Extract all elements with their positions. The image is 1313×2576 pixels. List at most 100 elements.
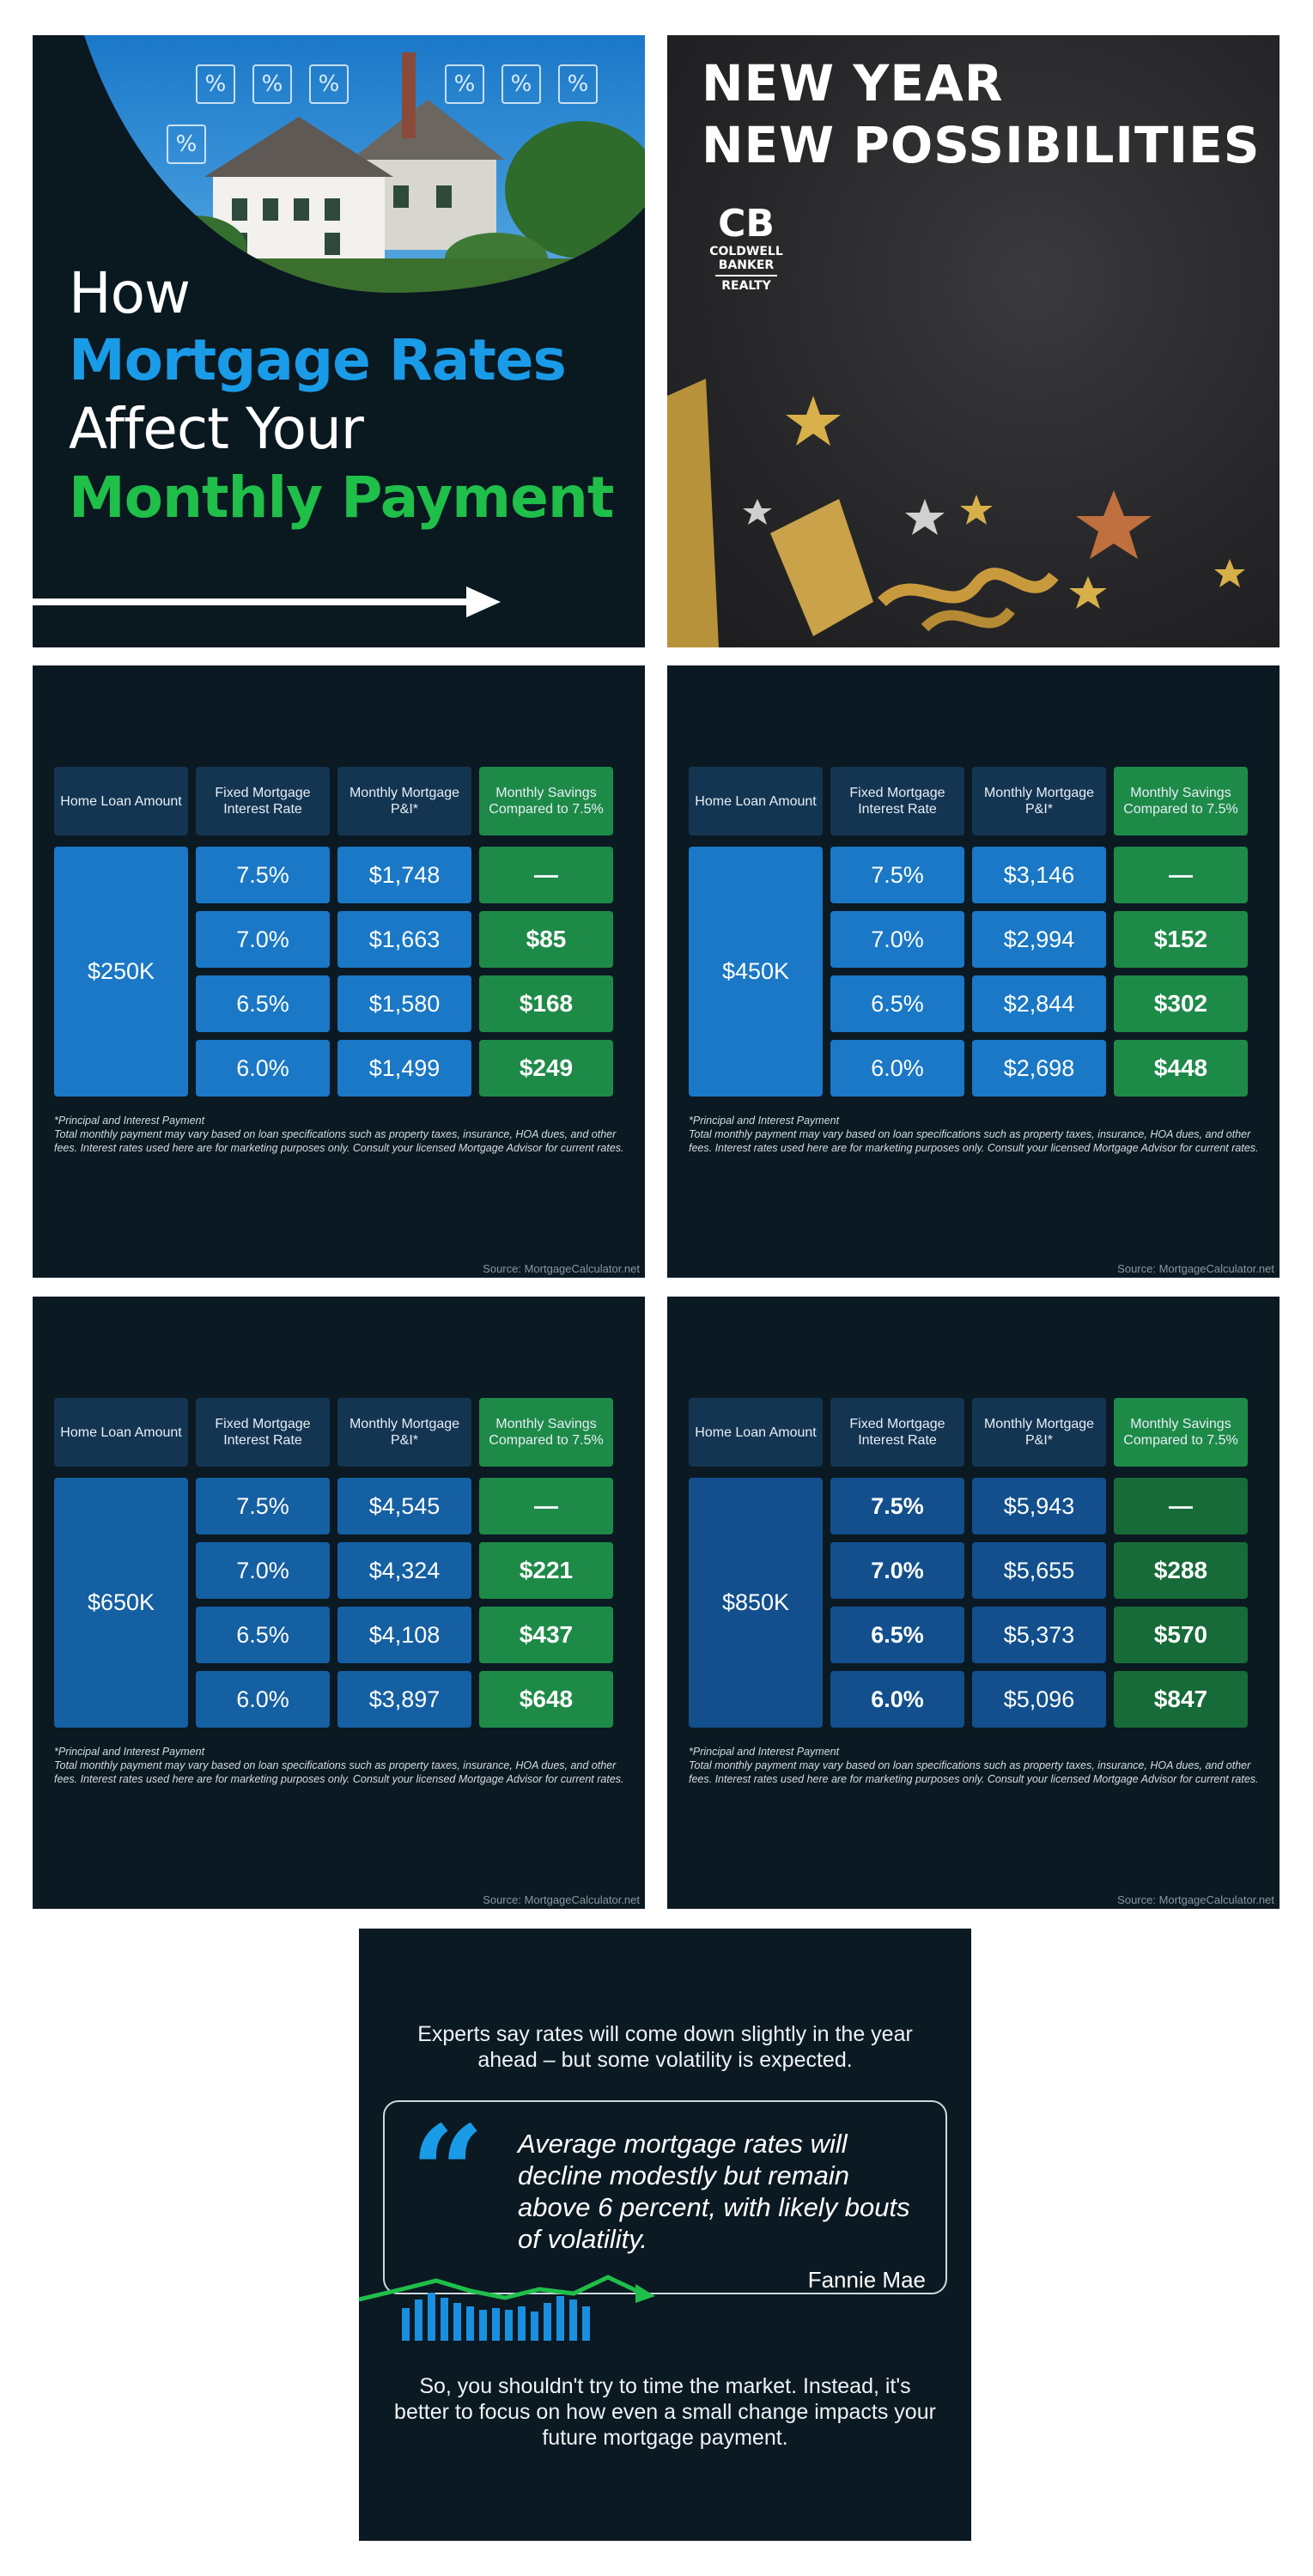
header-loan-amount: Home Loan Amount xyxy=(54,767,188,835)
rate-table-panel: Home Loan Amount Fixed Mortgage Interest … xyxy=(33,665,645,1278)
percent-icon: % xyxy=(501,64,541,104)
footnote-line-2: Total monthly payment may vary based on … xyxy=(689,1128,1259,1154)
header-monthly-savings: Monthly Savings Compared to 7.5% xyxy=(1114,1398,1248,1467)
header-loan-amount: Home Loan Amount xyxy=(689,767,823,835)
rate-cell: 7.0% xyxy=(830,911,964,968)
source-credit: Source: MortgageCalculator.net xyxy=(483,1893,640,1906)
graphic-bar xyxy=(441,2298,448,2341)
savings-cell: $847 xyxy=(1114,1671,1248,1728)
loan-amount-cell: $250K xyxy=(54,847,188,1097)
savings-cell: $302 xyxy=(1114,975,1248,1032)
quote-text: Average mortgage rates will decline mode… xyxy=(518,2129,910,2254)
percent-icon: % xyxy=(558,64,598,104)
graphic-trend-line xyxy=(359,2275,644,2302)
title-line-4: Monthly Payment xyxy=(69,465,614,531)
arrow-right-icon xyxy=(33,586,501,617)
graphic-bar xyxy=(556,2296,564,2341)
loan-amount-cell: $650K xyxy=(54,1478,188,1728)
rate-cell: 7.5% xyxy=(830,1478,964,1534)
footnote: *Principal and Interest Payment Total mon… xyxy=(689,1745,1264,1786)
footnote: *Principal and Interest Payment Total mon… xyxy=(54,1114,629,1155)
rate-cell: 6.0% xyxy=(830,1040,964,1097)
footnote: *Principal and Interest Payment Total mon… xyxy=(54,1745,629,1786)
savings-cell: $221 xyxy=(479,1542,613,1599)
header-monthly-payment: Monthly Mortgage P&I* xyxy=(972,767,1106,835)
rate-table-panel: Home Loan Amount Fixed Mortgage Interest … xyxy=(33,1297,645,1909)
payment-cell: $4,108 xyxy=(337,1607,471,1663)
savings-cell: $85 xyxy=(479,911,613,968)
footnote-line-2: Total monthly payment may vary based on … xyxy=(54,1759,624,1785)
party-decorations xyxy=(667,379,1245,647)
footnote: *Principal and Interest Payment Total mon… xyxy=(689,1114,1264,1155)
payment-cell: $1,580 xyxy=(337,975,471,1032)
star-icon xyxy=(743,499,772,525)
payment-cell: $2,844 xyxy=(972,975,1106,1032)
star-icon xyxy=(1076,490,1152,559)
loan-amount-cell: $450K xyxy=(689,847,823,1097)
footnote-line-1: *Principal and Interest Payment xyxy=(54,1746,205,1758)
rate-cell: 6.5% xyxy=(830,975,964,1032)
headline-line-2: NEW POSSIBILITIES xyxy=(702,116,1261,174)
footnote-line-2: Total monthly payment may vary based on … xyxy=(689,1759,1259,1785)
footnote-line-1: *Principal and Interest Payment xyxy=(689,1115,840,1127)
star-icon xyxy=(786,396,841,446)
rate-cell: 6.5% xyxy=(196,975,330,1032)
savings-cell: $249 xyxy=(479,1040,613,1097)
graphic-bar xyxy=(453,2303,461,2341)
star-icon xyxy=(1069,576,1107,609)
savings-cell: $448 xyxy=(1114,1040,1248,1097)
header-monthly-savings: Monthly Savings Compared to 7.5% xyxy=(479,767,613,835)
header-monthly-savings: Monthly Savings Compared to 7.5% xyxy=(1114,767,1248,835)
rate-table-panel: Home Loan Amount Fixed Mortgage Interest … xyxy=(667,1297,1280,1909)
graphic-bar xyxy=(428,2293,435,2341)
percent-icon: % xyxy=(167,125,206,164)
savings-cell: $570 xyxy=(1114,1607,1248,1663)
percent-icon: % xyxy=(309,64,349,104)
header-loan-amount: Home Loan Amount xyxy=(689,1398,823,1467)
intro-text: Experts say rates will come down slightl… xyxy=(417,2022,913,2072)
panel-mask xyxy=(33,35,645,647)
star-icon xyxy=(905,499,945,535)
graphic-bar xyxy=(492,2308,500,2341)
quote-author: Fannie Mae xyxy=(807,2267,926,2293)
title-line-3: Affect Your xyxy=(69,396,364,462)
graphic-arrow-head xyxy=(635,2284,655,2303)
rate-cell: 7.5% xyxy=(196,1478,330,1534)
graphic-bar xyxy=(569,2300,577,2341)
payment-cell: $5,373 xyxy=(972,1607,1106,1663)
logo-line-3: REALTY xyxy=(721,279,771,293)
footnote-line-1: *Principal and Interest Payment xyxy=(689,1746,840,1758)
graphic-bar xyxy=(466,2306,474,2341)
payment-cell: $5,096 xyxy=(972,1671,1106,1728)
quote-mark-icon: “ xyxy=(410,2098,485,2249)
rate-cell: 7.0% xyxy=(830,1542,964,1599)
header-monthly-payment: Monthly Mortgage P&I* xyxy=(972,1398,1106,1467)
graphic-bar xyxy=(531,2312,538,2341)
payment-cell: $2,994 xyxy=(972,911,1106,968)
footnote-line-1: *Principal and Interest Payment xyxy=(54,1115,205,1127)
headline-line-1: NEW YEAR xyxy=(702,54,1004,112)
rate-cell: 6.5% xyxy=(196,1607,330,1663)
quote-box xyxy=(383,2100,947,2294)
header-interest-rate: Fixed Mortgage Interest Rate xyxy=(830,767,964,835)
rate-cell: 6.0% xyxy=(196,1040,330,1097)
brand-logo: CB COLDWELL BANKER REALTY xyxy=(703,204,789,294)
savings-cell: — xyxy=(479,1478,613,1534)
header-interest-rate: Fixed Mortgage Interest Rate xyxy=(196,767,330,835)
loan-amount-cell: $850K xyxy=(689,1478,823,1728)
payment-cell: $5,943 xyxy=(972,1478,1106,1534)
outro-text: So, you shouldn't try to time the market… xyxy=(394,2374,936,2450)
logo-line-2: BANKER xyxy=(718,258,775,272)
source-credit: Source: MortgageCalculator.net xyxy=(483,1262,640,1275)
savings-cell: $437 xyxy=(479,1607,613,1663)
rate-cell: 7.0% xyxy=(196,911,330,968)
graphic-bar xyxy=(544,2303,551,2341)
title-line-2: Mortgage Rates xyxy=(69,327,567,393)
graphic-bar xyxy=(415,2300,422,2341)
header-monthly-payment: Monthly Mortgage P&I* xyxy=(337,1398,471,1467)
header-interest-rate: Fixed Mortgage Interest Rate xyxy=(830,1398,964,1467)
graphic-bar xyxy=(518,2306,526,2341)
savings-cell: — xyxy=(479,847,613,903)
payment-cell: $3,897 xyxy=(337,1671,471,1728)
payment-cell: $1,663 xyxy=(337,911,471,968)
